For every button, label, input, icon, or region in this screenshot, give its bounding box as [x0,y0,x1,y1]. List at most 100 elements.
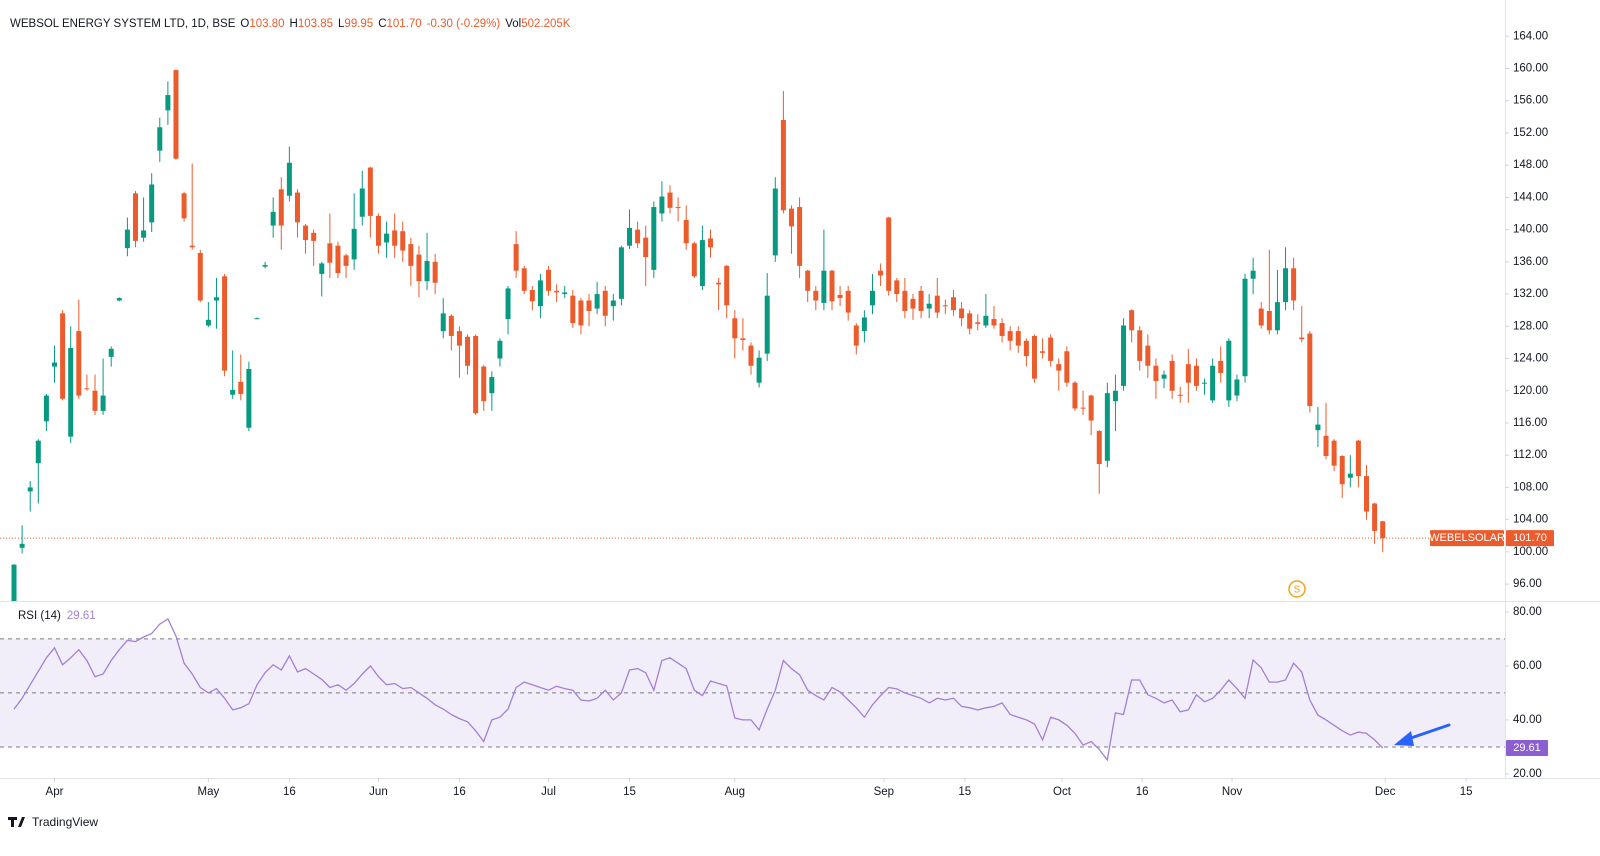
x-tick-label: 16 [1136,786,1149,798]
candle-body [505,288,511,320]
candle-body [586,300,592,311]
candle-body [1007,331,1013,341]
x-tick-label: Jul [541,786,556,798]
candle-body [1210,365,1216,401]
rsi-value: 29.61 [67,610,96,622]
candle-body [967,313,973,329]
candle-body [456,331,462,346]
candle-body [1064,351,1070,383]
candle-body [1161,374,1167,379]
arrow-head [1394,731,1414,746]
event-circle[interactable] [1288,580,1306,598]
y-tick-label: 20.00 [1513,768,1542,780]
candle-body [1137,330,1143,361]
candle-body [513,244,519,271]
candle-body [173,70,179,159]
ohlc-key: C [378,18,386,30]
candle-body [934,295,940,313]
candle-body [1072,382,1078,409]
brand-name: TradingView [32,815,98,829]
candle-body [983,315,989,326]
candle-body [270,211,276,226]
candle-body [926,303,932,309]
x-tick-label: 15 [958,786,971,798]
candle-body [950,297,956,311]
x-tick-label: May [198,786,220,798]
candle-body [1169,360,1175,391]
y-tick-label: 128.00 [1513,320,1548,332]
candle-body [392,230,398,246]
candle-body [1121,325,1127,386]
candle-body [473,335,479,414]
candle-body [497,340,503,359]
candle-body [1364,476,1370,512]
candle-body [278,189,284,226]
candle-body [1258,308,1264,326]
candle-body [772,188,778,256]
candle-body [691,243,697,277]
candle-body [1153,365,1159,382]
y-tick-label: 148.00 [1513,159,1548,171]
axes: Apr May 16 Jun 16 Jul 15 Aug Sep 15 Oct 16 Nov Dec 15 9… [46,30,1554,798]
candle-body [448,315,454,336]
branding: TradingView [8,815,98,829]
candle-body [343,255,349,266]
candle-body [432,261,438,283]
candle-body [975,322,981,324]
candle-body [27,487,33,492]
y-tick-label: 156.00 [1513,95,1548,107]
candle-body [886,217,892,291]
candle-body [578,300,584,326]
candle-body [740,338,746,340]
volume-value: 502.205K [521,18,571,30]
price-pane [0,69,1430,601]
candle-body [1315,424,1321,431]
candle-body [1339,455,1345,485]
candle-body [521,268,527,291]
candle-body [189,245,195,248]
y-tick-label: 124.00 [1513,353,1548,365]
candle-body [724,265,730,306]
ohlc-key: L [338,18,345,30]
event-marker[interactable]: S [1288,580,1306,598]
candle-body [1031,335,1037,379]
event-label[interactable]: S [1294,585,1301,596]
candle-body [602,290,608,316]
candle-body [222,276,228,371]
volume-key: Vol [505,18,521,30]
candle-body [675,207,681,209]
x-tick-label: 15 [1460,786,1473,798]
candle-body [878,270,884,276]
x-tick-label: Oct [1053,786,1072,798]
candle-body [100,395,106,411]
candle-body [11,564,17,601]
candle-body [108,348,114,357]
candle-body [1056,364,1062,371]
candle-body [1104,393,1110,461]
candle-body [829,270,835,302]
x-tick-label: Aug [725,786,745,798]
candle-body [667,192,673,208]
candle-body [311,232,317,241]
candle-body [869,290,875,306]
candle-body [1048,337,1054,361]
candle-body [489,377,495,394]
candle-body [84,388,90,390]
x-tick-label: Nov [1222,786,1243,798]
x-tick-label: 16 [453,786,466,798]
candle-body [627,227,633,246]
candle-body [116,298,122,301]
candle-body [1226,340,1232,401]
ohlc-key: O [240,18,249,30]
candle-body [124,229,130,249]
ohlc-value: 101.70 [387,18,422,30]
candle-body [942,305,948,307]
candle-body [319,263,325,274]
x-tick-label: 15 [623,786,636,798]
candle-body [416,254,422,282]
candle-body [262,265,268,267]
candle-body [1129,310,1135,331]
